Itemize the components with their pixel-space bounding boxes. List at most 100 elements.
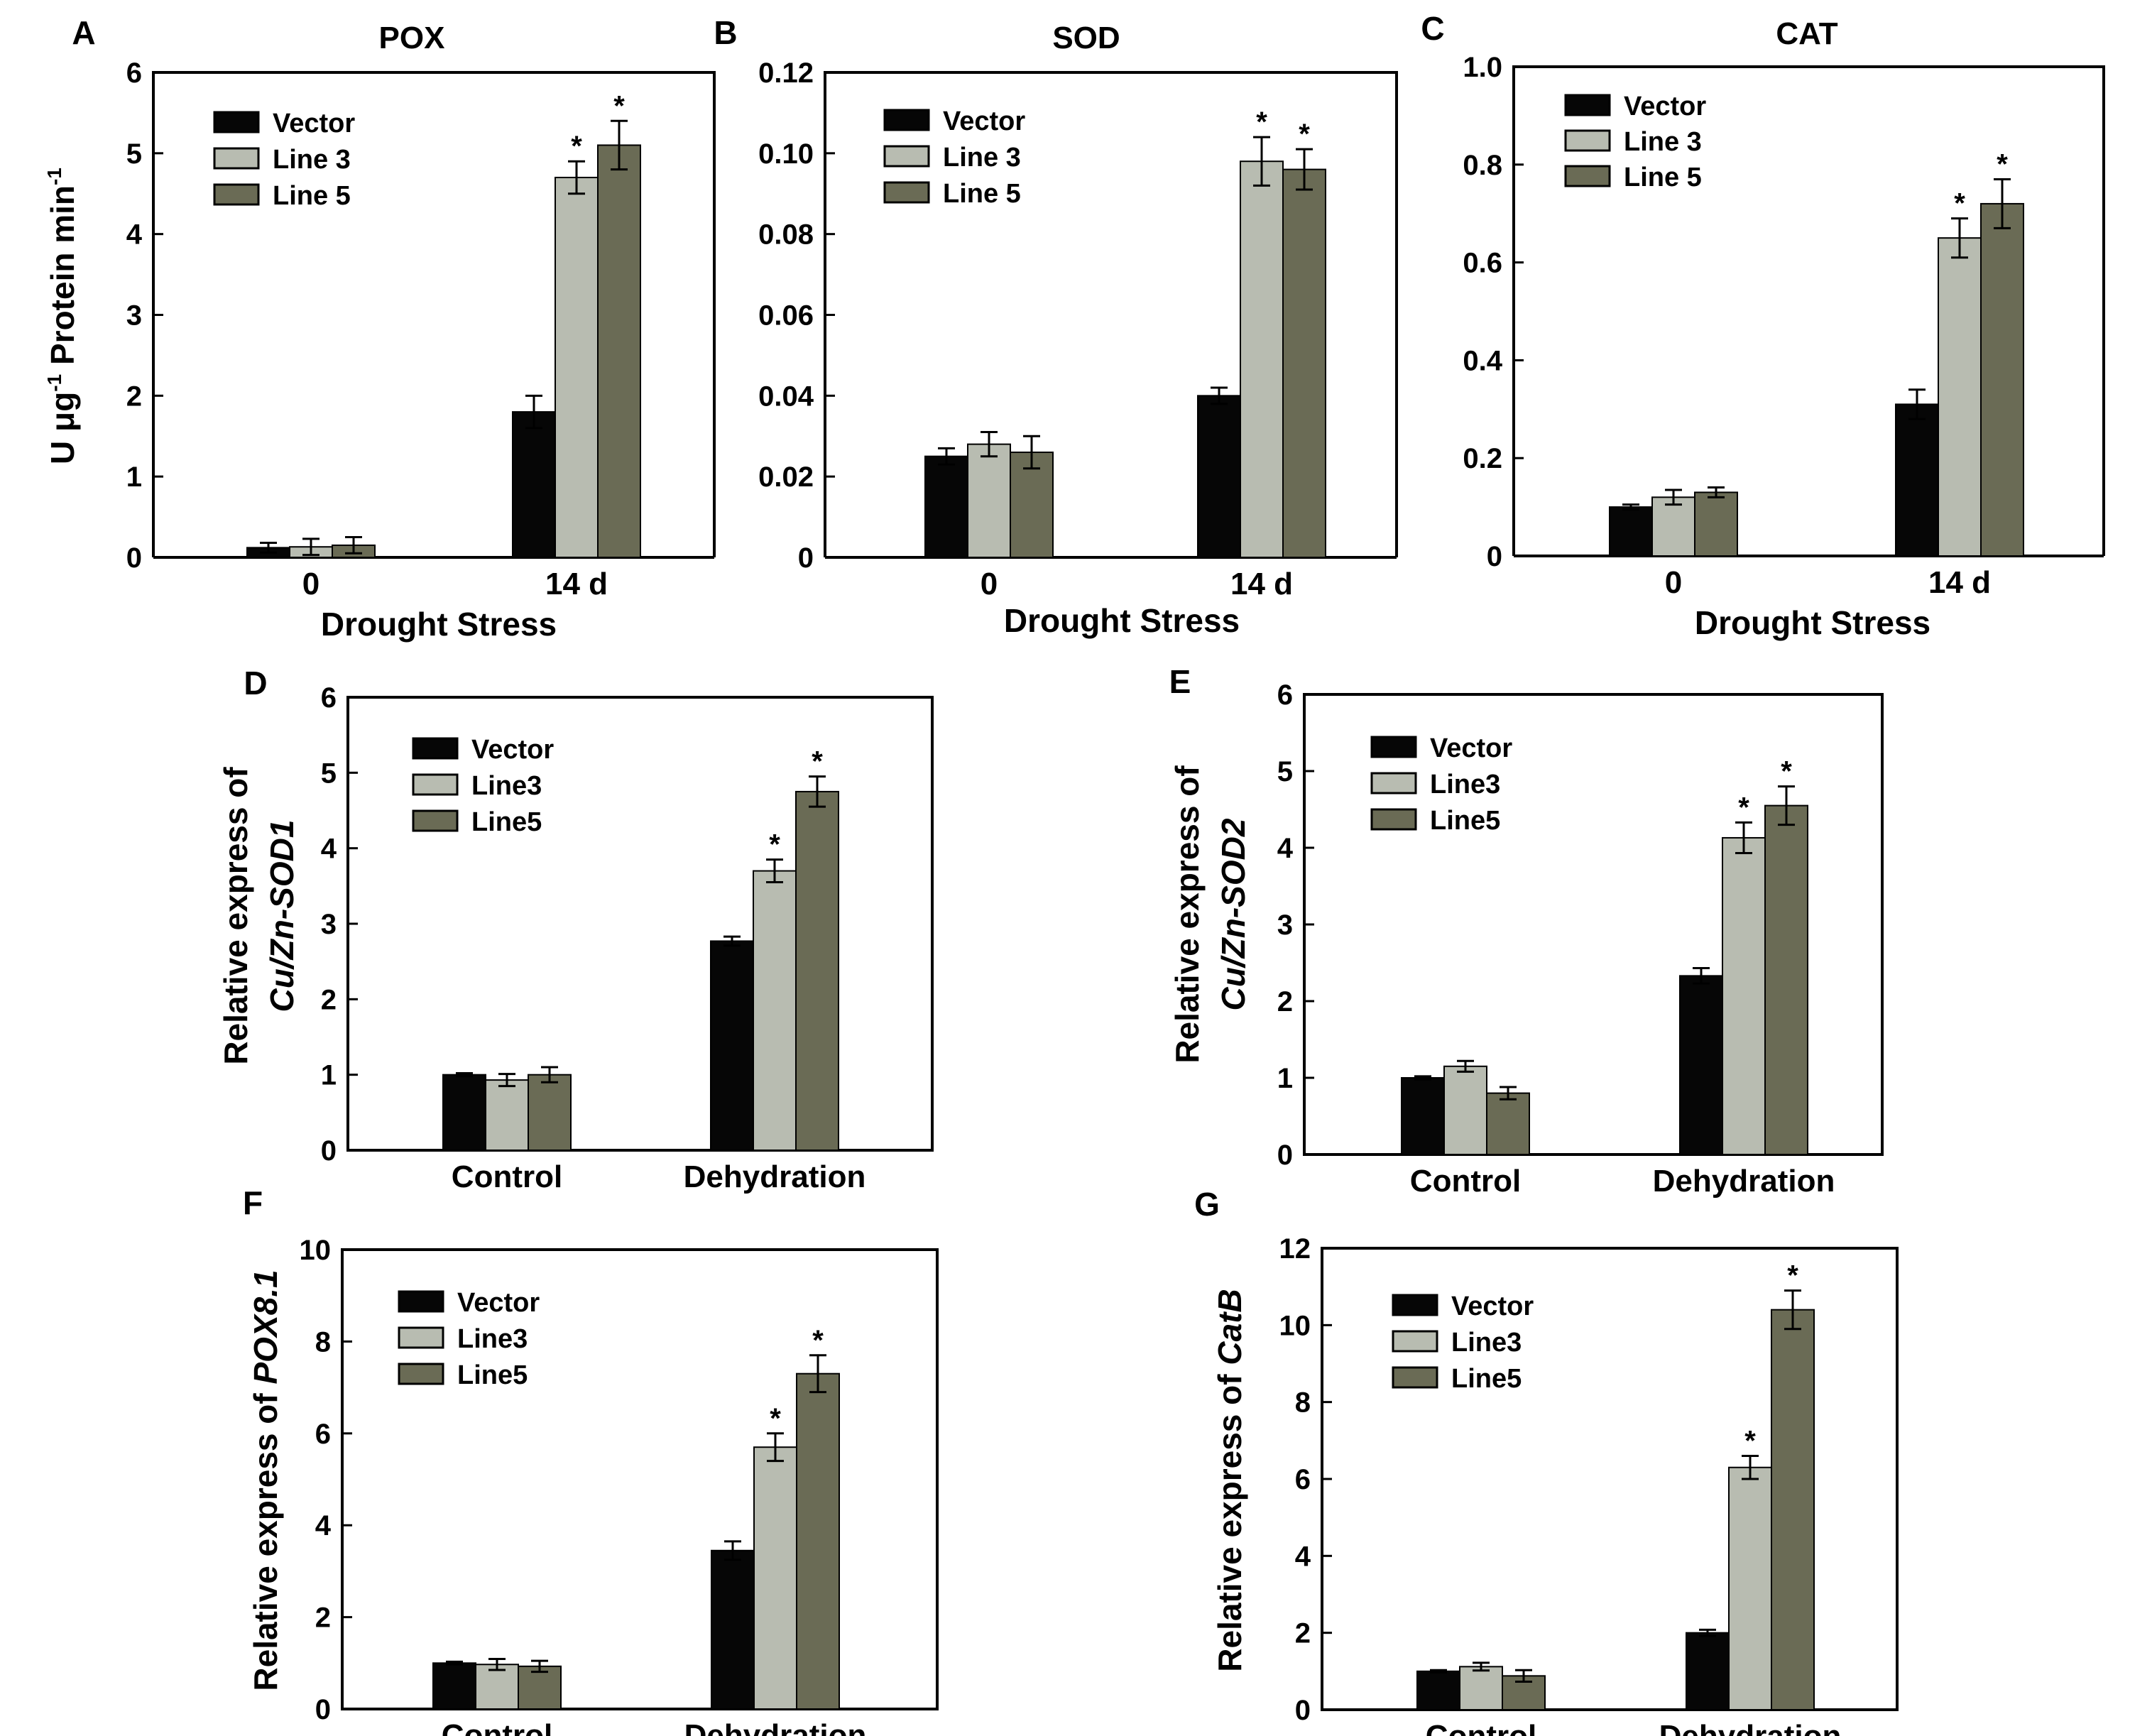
legend-label: Vector xyxy=(457,1288,540,1318)
y-tick-label: 0 xyxy=(126,542,142,574)
y-tick-label: 4 xyxy=(126,219,143,251)
significance-mark: * xyxy=(1744,1426,1756,1457)
legend-swatch xyxy=(213,111,260,133)
panel-letter: E xyxy=(1169,663,1191,700)
x-tick-label: 14 d xyxy=(545,567,608,601)
significance-mark: * xyxy=(812,1325,824,1356)
panel-letter: B xyxy=(714,14,737,51)
error-bar xyxy=(456,1072,473,1078)
panel-letter: F xyxy=(243,1184,263,1221)
chart-panel-e: E 0 1 2 3 4 5 6 Control * * Dehydration Relative exp… xyxy=(1169,663,1884,1199)
x-tick-label: 0 xyxy=(981,567,998,601)
legend-swatch xyxy=(1392,1366,1438,1389)
bar xyxy=(512,411,556,558)
significance-mark: * xyxy=(1787,1260,1798,1292)
y-axis-label: Relative express of POX8.1 xyxy=(247,1270,284,1691)
error-bar xyxy=(1023,435,1040,470)
y-axis-label: Cu/Zn-SOD2 xyxy=(1215,818,1252,1010)
y-tick-label: 3 xyxy=(321,909,337,940)
error-bar xyxy=(809,775,826,808)
x-tick-label: 14 d xyxy=(1230,567,1293,601)
error-bar xyxy=(525,394,542,430)
legend-swatch xyxy=(1564,165,1611,187)
y-tick-label: 0.02 xyxy=(758,462,814,493)
y-tick-label: 2 xyxy=(1277,986,1293,1017)
bar xyxy=(1486,1092,1530,1155)
chart-title: SOD xyxy=(1052,21,1120,55)
y-tick-label: 0 xyxy=(1277,1140,1293,1171)
y-tick-label: 0.8 xyxy=(1463,150,1502,181)
bar xyxy=(432,1662,476,1710)
bar xyxy=(1980,202,2024,557)
error-bar xyxy=(446,1660,463,1666)
chart-panel-b: B SOD 0 0.02 0.04 0.06 0.08 0.10 0.12 0 * * 14 dDrou… xyxy=(714,14,1398,639)
legend-swatch xyxy=(213,183,260,206)
legend-label: Line3 xyxy=(457,1324,528,1354)
legend-label: Vector xyxy=(1624,92,1706,121)
legend-label: Vector xyxy=(1451,1292,1534,1321)
legend-label: Vector xyxy=(273,109,355,138)
bar xyxy=(1401,1077,1445,1155)
x-tick-label: Dehydration xyxy=(684,1718,867,1736)
legend-label: Line 3 xyxy=(273,145,351,175)
bar xyxy=(1679,975,1723,1155)
y-tick-label: 0.2 xyxy=(1463,443,1502,474)
y-tick-label: 0 xyxy=(1295,1695,1311,1726)
error-bar xyxy=(541,1066,558,1083)
bar xyxy=(710,940,754,1151)
chart-panel-g: G 0 2 4 6 8 10 12 Control * * Dehydration Relative e… xyxy=(1194,1186,1899,1736)
bar xyxy=(1240,160,1284,558)
bar xyxy=(597,144,641,558)
y-tick-label: 5 xyxy=(1277,756,1293,787)
legend-swatch xyxy=(1392,1330,1438,1353)
legend-label: Line 5 xyxy=(273,181,351,211)
y-tick-label: 0.06 xyxy=(758,300,814,332)
y-tick-label: 1 xyxy=(1277,1063,1293,1094)
chart-title: POX xyxy=(379,21,445,55)
error-bar xyxy=(345,536,362,555)
legend-label: Line5 xyxy=(1430,806,1500,836)
bar xyxy=(967,443,1011,559)
bar xyxy=(485,1079,529,1151)
significance-mark: * xyxy=(770,1403,781,1434)
bar xyxy=(1282,168,1326,559)
y-axis-label: Relative express of CatB xyxy=(1211,1289,1248,1671)
legend-swatch xyxy=(1370,736,1417,758)
y-tick-label: 5 xyxy=(321,758,337,789)
error-bar xyxy=(1473,1661,1490,1672)
legend-label: Vector xyxy=(1430,733,1512,763)
error-bar xyxy=(1994,178,2011,229)
legend-swatch xyxy=(883,145,930,168)
x-tick-label: Control xyxy=(1410,1164,1521,1199)
bar xyxy=(753,1446,797,1710)
error-bar xyxy=(488,1657,506,1671)
error-bar xyxy=(260,542,277,554)
bar xyxy=(555,176,599,558)
x-tick-label: Control xyxy=(1426,1719,1536,1736)
bar xyxy=(1938,237,1982,557)
bar xyxy=(1722,836,1766,1155)
significance-mark: * xyxy=(1954,188,1965,219)
y-tick-label: 0.4 xyxy=(1463,345,1502,376)
x-axis-label: Drought Stress xyxy=(1004,602,1240,639)
error-bar xyxy=(568,160,585,195)
y-axis-label: Relative express of xyxy=(217,767,254,1065)
legend-swatch xyxy=(1564,129,1611,152)
y-tick-label: 5 xyxy=(126,138,142,170)
y-tick-label: 0.04 xyxy=(758,381,814,412)
legend-swatch xyxy=(213,147,260,170)
bar xyxy=(1502,1675,1546,1710)
error-bar xyxy=(1699,1628,1716,1637)
error-bar xyxy=(809,1354,826,1394)
y-tick-label: 1 xyxy=(126,462,142,493)
significance-mark: * xyxy=(571,131,582,162)
significance-mark: * xyxy=(1738,792,1749,823)
x-tick-label: 14 d xyxy=(1928,565,1991,600)
legend-label: Line3 xyxy=(1451,1328,1522,1358)
x-tick-label: 0 xyxy=(302,567,320,601)
panel-letter: C xyxy=(1421,10,1444,47)
error-bar xyxy=(498,1073,515,1088)
x-axis-label: Drought Stress xyxy=(1695,604,1930,641)
legend-label: Line5 xyxy=(1451,1364,1522,1394)
legend-swatch xyxy=(1370,808,1417,831)
